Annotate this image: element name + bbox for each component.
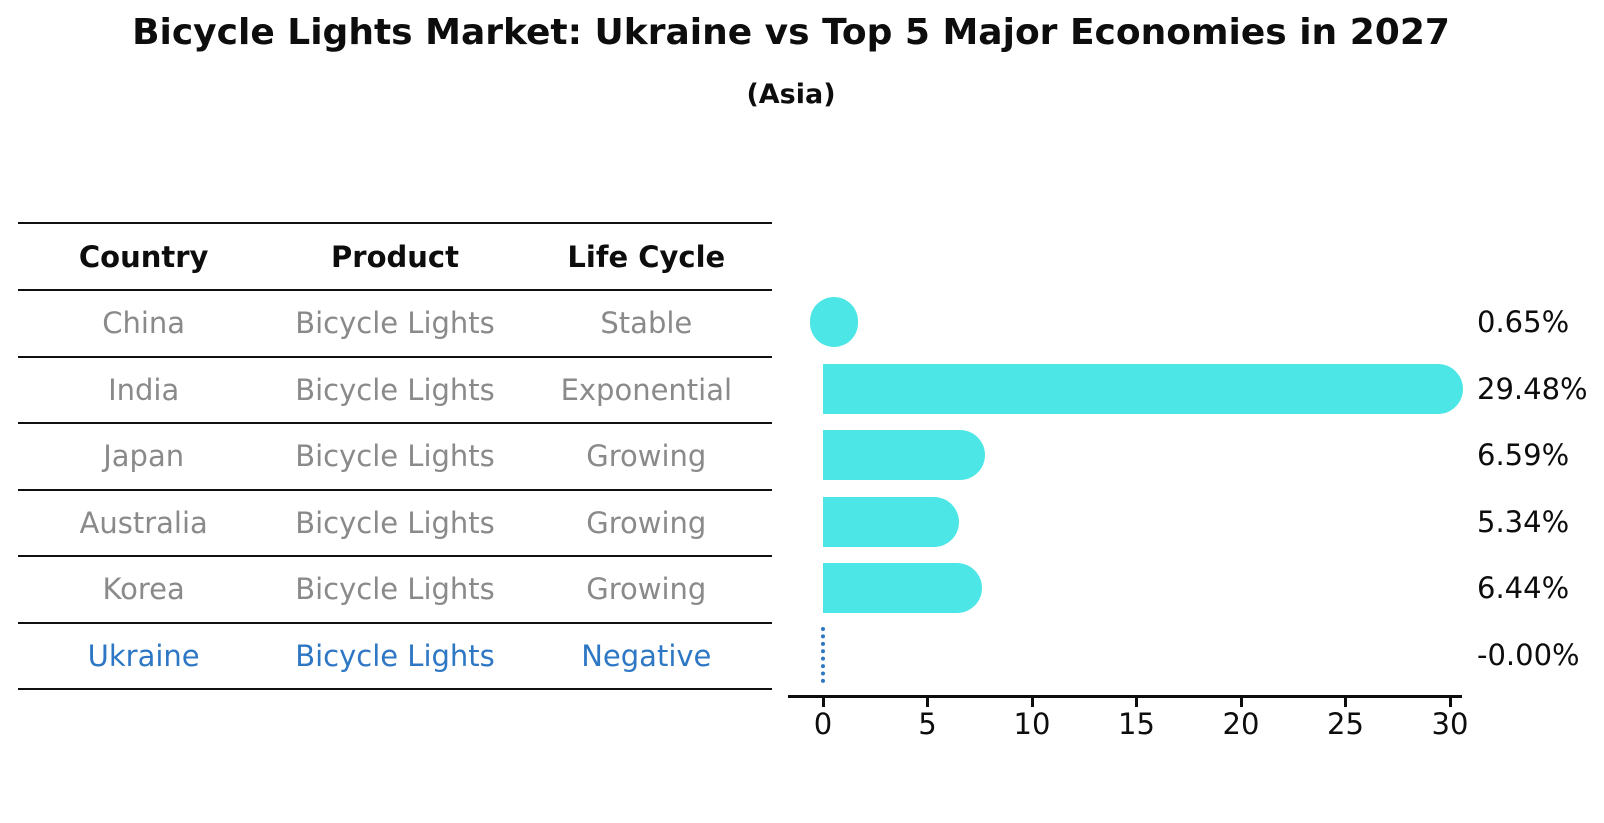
cell-product: Bicycle Lights <box>295 505 495 540</box>
table-row: Korea Bicycle Lights Growing <box>18 557 772 624</box>
value-label: -0.00% <box>1477 637 1580 672</box>
col-header-lifecycle: Life Cycle <box>567 239 726 274</box>
cell-lifecycle: Exponential <box>560 372 733 407</box>
x-axis-tick <box>821 698 825 707</box>
x-axis-tick <box>926 698 929 707</box>
x-axis-tick <box>1030 698 1034 707</box>
bar <box>823 563 982 614</box>
zero-dotted-line <box>821 626 825 683</box>
cell-lifecycle: Growing <box>586 505 707 540</box>
x-axis-tick <box>1448 698 1452 707</box>
x-axis-line <box>788 695 1462 698</box>
value-label: 6.44% <box>1477 571 1570 606</box>
table-row: Japan Bicycle Lights Growing <box>18 424 772 491</box>
cell-product: Bicycle Lights <box>295 638 495 673</box>
table-row: India Bicycle Lights Exponential <box>18 358 772 424</box>
cell-country: Australia <box>79 505 208 540</box>
col-header-product: Product <box>331 239 459 274</box>
bar <box>810 297 858 348</box>
x-axis-tick <box>1135 698 1138 707</box>
table-row: Ukraine Bicycle Lights Negative <box>18 624 772 690</box>
table-row: China Bicycle Lights Stable <box>18 291 772 358</box>
x-axis-tick <box>1344 698 1347 707</box>
x-axis-tick-label: 30 <box>1431 707 1469 741</box>
cell-product: Bicycle Lights <box>295 306 495 341</box>
cell-product: Bicycle Lights <box>295 572 495 607</box>
cell-product: Bicycle Lights <box>295 372 495 407</box>
bar <box>823 496 959 547</box>
table-body: China Bicycle Lights Stable India Bicycl… <box>18 291 772 690</box>
cell-lifecycle: Growing <box>586 572 707 607</box>
x-axis-tick-label: 5 <box>918 707 937 741</box>
cell-country: Ukraine <box>87 638 200 673</box>
value-label: 5.34% <box>1477 504 1570 539</box>
x-axis-tick-label: 20 <box>1222 707 1260 741</box>
value-label: 6.59% <box>1477 438 1570 473</box>
x-axis-tick <box>1239 698 1243 707</box>
bar <box>823 363 1464 414</box>
cell-lifecycle: Negative <box>581 638 712 673</box>
cell-country: Japan <box>103 439 185 474</box>
x-axis-tick-label: 10 <box>1013 707 1051 741</box>
country-table: Country Product Life Cycle China Bicycle… <box>18 222 772 690</box>
value-label: 29.48% <box>1477 371 1588 406</box>
cell-product: Bicycle Lights <box>295 439 495 474</box>
cell-country: India <box>108 372 180 407</box>
cell-lifecycle: Stable <box>600 306 693 341</box>
x-axis-tick-label: 15 <box>1118 707 1155 741</box>
cell-country: Korea <box>102 572 185 607</box>
bar <box>823 430 985 481</box>
value-label: 0.65% <box>1477 305 1570 340</box>
cell-lifecycle: Growing <box>586 439 707 474</box>
x-axis-tick-label: 25 <box>1327 707 1364 741</box>
x-axis-tick-label: 0 <box>813 707 833 741</box>
chart-title: Bicycle Lights Market: Ukraine vs Top 5 … <box>132 12 1450 53</box>
table-row: Australia Bicycle Lights Growing <box>18 491 772 557</box>
col-header-country: Country <box>78 239 209 274</box>
cell-country: China <box>102 306 186 341</box>
table-header-row: Country Product Life Cycle <box>18 224 772 291</box>
chart-subtitle: (Asia) <box>746 79 836 110</box>
